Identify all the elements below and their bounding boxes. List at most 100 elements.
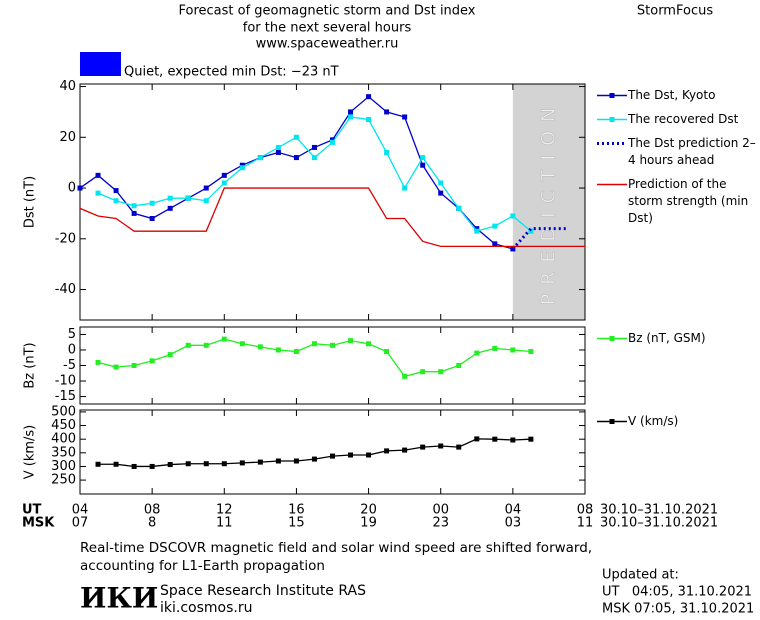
x-tick-label: 12: [216, 503, 233, 518]
legend-marker: [609, 117, 615, 122]
data-point: [366, 94, 372, 100]
data-point: [420, 444, 426, 450]
y-tick-label: -10: [55, 374, 76, 389]
data-point: [77, 185, 83, 191]
data-point: [311, 341, 317, 347]
data-point: [402, 114, 408, 120]
updated-ut: UT 04:05, 31.10.2021: [602, 585, 752, 600]
plot-frame: [79, 326, 586, 405]
y-tick-label: 5: [68, 327, 76, 342]
prediction-label: PREDICTION: [537, 99, 559, 306]
title-line: www.spaceweather.ru: [256, 37, 399, 52]
data-point: [492, 436, 498, 442]
legend-swatch: [597, 183, 627, 186]
data-point: [528, 228, 534, 234]
institute: Space Research Institute RAS: [160, 583, 366, 599]
legend-entry: V (km/s): [596, 413, 760, 430]
y-axis-label: Dst (nT): [23, 176, 38, 228]
x-tick-label: 04: [72, 503, 89, 518]
x2-tick-label: 11: [216, 516, 233, 531]
data-point: [492, 241, 498, 247]
status-swatch: [80, 52, 121, 76]
data-point: [149, 358, 155, 364]
y-tick-label: 500: [51, 404, 76, 419]
data-point: [275, 144, 281, 150]
data-point: [420, 162, 426, 168]
legend-swatch: [597, 93, 627, 98]
y-tick-label: 20: [59, 130, 76, 145]
data-point: [131, 210, 137, 216]
data-point: [113, 364, 119, 370]
data-point: [438, 443, 444, 449]
data-point: [384, 349, 390, 355]
data-point: [474, 226, 480, 232]
data-point: [221, 461, 227, 467]
data-point: [149, 215, 155, 221]
data-point: [348, 338, 354, 344]
data-point: [510, 437, 516, 443]
data-point: [293, 134, 299, 140]
legend: The Dst, Kyoto The recovered Dst The Dst p…: [596, 87, 760, 227]
updated-title: Updated at:: [602, 568, 679, 583]
data-point: [95, 172, 101, 178]
data-point: [221, 172, 227, 178]
data-point: [366, 452, 372, 458]
legend-label: The Dst, Kyoto: [628, 88, 716, 102]
data-point: [149, 200, 155, 206]
data-point: [131, 463, 137, 469]
series-line: [511, 227, 567, 250]
data-point: [384, 109, 390, 115]
data-point: [257, 344, 263, 350]
data-point: [149, 463, 155, 469]
legend-entry: Bz (nT, GSM): [596, 330, 760, 347]
data-point: [203, 185, 209, 191]
data-point: [474, 228, 480, 234]
data-point: [239, 341, 245, 347]
data-point: [510, 347, 516, 353]
legend-entry: The Dst prediction 2–4 hours ahead: [596, 135, 760, 169]
x2-tick-label: 11: [577, 516, 594, 531]
data-point: [402, 373, 408, 379]
data-point: [239, 165, 245, 171]
y-tick-label: -20: [55, 231, 76, 246]
data-point: [167, 462, 173, 468]
y-tick-label: 40: [59, 79, 76, 94]
data-point: [185, 342, 191, 348]
data-point: [275, 458, 281, 464]
x-axis-name: MSK: [22, 516, 55, 531]
data-point: [438, 180, 444, 186]
legend-label: The Dst prediction 2–4 hours ahead: [628, 136, 756, 167]
data-point: [113, 461, 119, 467]
series-line: [98, 438, 531, 468]
data-point: [384, 448, 390, 454]
y-tick-label: 350: [51, 445, 76, 460]
x2-tick-label: 19: [360, 516, 377, 531]
data-point: [456, 363, 462, 368]
data-point: [95, 359, 101, 365]
y-tick-label: 0: [68, 342, 76, 357]
legend-entry: Prediction of the storm strength (min Ds…: [596, 176, 760, 227]
data-point: [492, 345, 498, 351]
data-point: [366, 341, 372, 347]
x2-tick-label: 8: [148, 516, 156, 531]
data-point: [311, 155, 317, 161]
legend-swatch: [597, 142, 627, 145]
data-point: [311, 144, 317, 150]
x-tick-label: 04: [505, 503, 522, 518]
plot-frame: [79, 409, 586, 495]
y-tick-label: 0: [68, 181, 76, 196]
legend-swatch: [597, 419, 627, 424]
site: iki.cosmos.ru: [160, 600, 252, 616]
legend-marker: [609, 419, 615, 424]
data-point: [348, 114, 354, 120]
legend-marker: [609, 336, 615, 341]
legend-label: Prediction of the storm strength (min Ds…: [628, 177, 749, 225]
data-point: [293, 458, 299, 464]
plot-frame: [79, 83, 586, 321]
x-tick-label: 16: [288, 503, 305, 518]
data-point: [330, 342, 335, 348]
data-point: [203, 342, 209, 348]
x2-tick-label: 15: [288, 516, 305, 531]
